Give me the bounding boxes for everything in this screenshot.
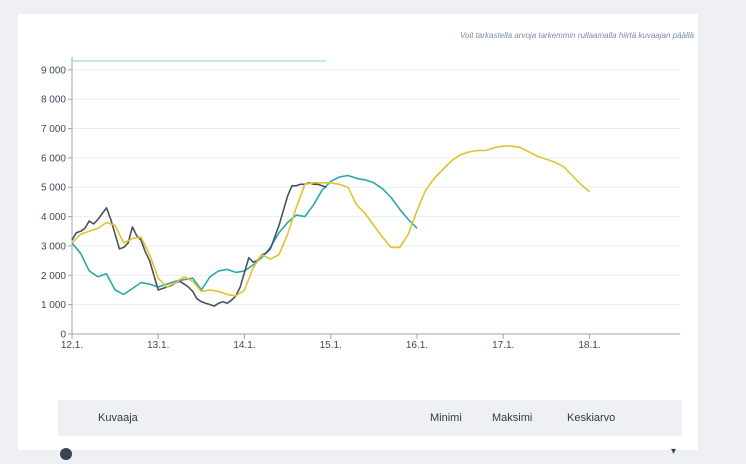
y-tick-label: 6 000 bbox=[41, 153, 66, 164]
series-line[interactable] bbox=[71, 145, 590, 297]
x-tick-label: 16.1. bbox=[406, 340, 428, 351]
x-tick-label: 17.1. bbox=[492, 340, 514, 351]
y-tick-label: 2 000 bbox=[41, 271, 66, 282]
y-tick-label: 0 bbox=[60, 330, 66, 341]
x-tick-label: 15.1. bbox=[320, 340, 342, 351]
x-tick-label: 12.1. bbox=[61, 340, 83, 351]
x-tick-label: 13.1. bbox=[147, 340, 169, 351]
stats-table-header: Kuvaaja Minimi Maksimi Keskiarvo bbox=[58, 400, 682, 436]
series-lines bbox=[71, 145, 590, 307]
x-axis: 12.1. 13.1. 14.1. 15.1. 16.1. 17.1. 18.1. bbox=[61, 333, 680, 351]
x-tick-label: 14.1. bbox=[233, 340, 255, 351]
series-line[interactable] bbox=[71, 174, 418, 296]
y-tick-label: 4 000 bbox=[41, 212, 66, 223]
col-header-maksimi[interactable]: Maksimi bbox=[492, 412, 533, 424]
y-tick-label: 7 000 bbox=[41, 124, 66, 135]
col-header-kuvaaja: Kuvaaja bbox=[98, 412, 138, 424]
chevron-down-icon[interactable]: ▾ bbox=[670, 446, 676, 457]
chart-card: Voit tarkastella arvoja tarkemmin rullaa… bbox=[18, 14, 698, 460]
grid bbox=[72, 69, 680, 306]
table-row[interactable]: ▾ bbox=[60, 446, 680, 464]
col-header-keskiarvo[interactable]: Keskiarvo bbox=[567, 412, 616, 424]
chart-hint: Voit tarkastella arvoja tarkemmin rullaa… bbox=[459, 31, 694, 40]
y-axis: 0 1 000 2 000 3 000 4 000 5 000 6 000 7 000 8 00… bbox=[41, 57, 73, 341]
y-tick-label: 8 000 bbox=[41, 95, 66, 106]
y-tick-label: 3 000 bbox=[41, 241, 66, 252]
y-tick-label: 9 000 bbox=[41, 65, 66, 76]
y-tick-label: 5 000 bbox=[41, 183, 66, 194]
series-line[interactable] bbox=[71, 182, 327, 307]
x-tick-label: 18.1. bbox=[578, 340, 600, 351]
col-header-minimi[interactable]: Minimi bbox=[430, 412, 462, 424]
line-chart[interactable]: 0 1 000 2 000 3 000 4 000 5 000 6 000 7 000 8 00… bbox=[18, 14, 698, 394]
y-tick-label: 1 000 bbox=[41, 300, 66, 311]
